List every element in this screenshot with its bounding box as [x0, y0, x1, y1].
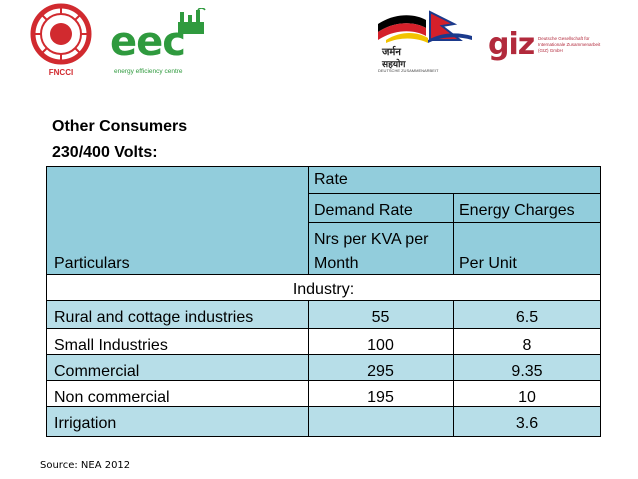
flags-icon — [378, 10, 472, 43]
row-particulars: Rural and cottage industries — [54, 309, 254, 326]
row-demand: 55 — [371, 309, 390, 326]
voltage-title: 230/400 Volts: — [52, 144, 158, 161]
fncci-logo: FNCCI — [27, 2, 95, 78]
row-demand: 100 — [367, 337, 394, 354]
row-particulars: Irrigation — [54, 415, 117, 432]
factory-icon — [178, 8, 206, 34]
german-logo-line2: सहयोग — [382, 59, 406, 69]
row-energy: 10 — [518, 389, 536, 406]
row-energy: 6.5 — [515, 309, 539, 326]
header-demand-unit-line1: Nrs per KVA per — [314, 231, 429, 248]
row-energy: 9.35 — [511, 363, 543, 380]
german-logo-line1: जर्मन — [382, 47, 401, 58]
row-demand: 195 — [367, 389, 394, 406]
row-demand: 295 — [367, 363, 394, 380]
table-section-bg — [46, 274, 601, 300]
row-energy: 8 — [522, 337, 532, 354]
header-energy-charges: Energy Charges — [459, 202, 575, 219]
table-header-bg — [46, 166, 601, 274]
section-title: Other Consumers — [52, 118, 188, 135]
giz-logo-text: giz — [488, 27, 535, 62]
eec-logo-text: eec — [110, 19, 186, 65]
row-particulars: Non commercial — [54, 389, 170, 406]
fncci-label: FNCCI — [49, 68, 73, 77]
section-industry: Industry: — [292, 281, 355, 298]
source-note: Source: NEA 2012 — [40, 460, 131, 471]
header-energy-unit: Per Unit — [459, 255, 517, 272]
header-demand-unit-line2: Month — [314, 255, 359, 272]
fncci-emblem-icon: FNCCI — [30, 3, 92, 77]
header-demand-rate: Demand Rate — [314, 202, 413, 219]
german-logo-line3: DEUTSCHE ZUSAMMENARBEIT — [378, 68, 439, 73]
header-particulars: Particulars — [54, 255, 130, 272]
header-rate: Rate — [314, 171, 348, 188]
german-cooperation-logo: जर्मन सहयोग DEUTSCHE ZUSAMMENARBEIT — [376, 10, 474, 74]
eec-logo: eec energy efficiency centre — [110, 8, 210, 78]
giz-logo: giz Deutsche Gesellschaft für Internatio… — [488, 30, 608, 70]
row-particulars: Commercial — [54, 363, 140, 380]
eec-logo-subtitle: energy efficiency centre — [114, 68, 183, 75]
row-particulars: Small Industries — [54, 337, 168, 354]
row-energy: 3.6 — [515, 415, 539, 432]
giz-logo-small-text: Deutsche Gesellschaft für Internationale… — [538, 36, 601, 53]
